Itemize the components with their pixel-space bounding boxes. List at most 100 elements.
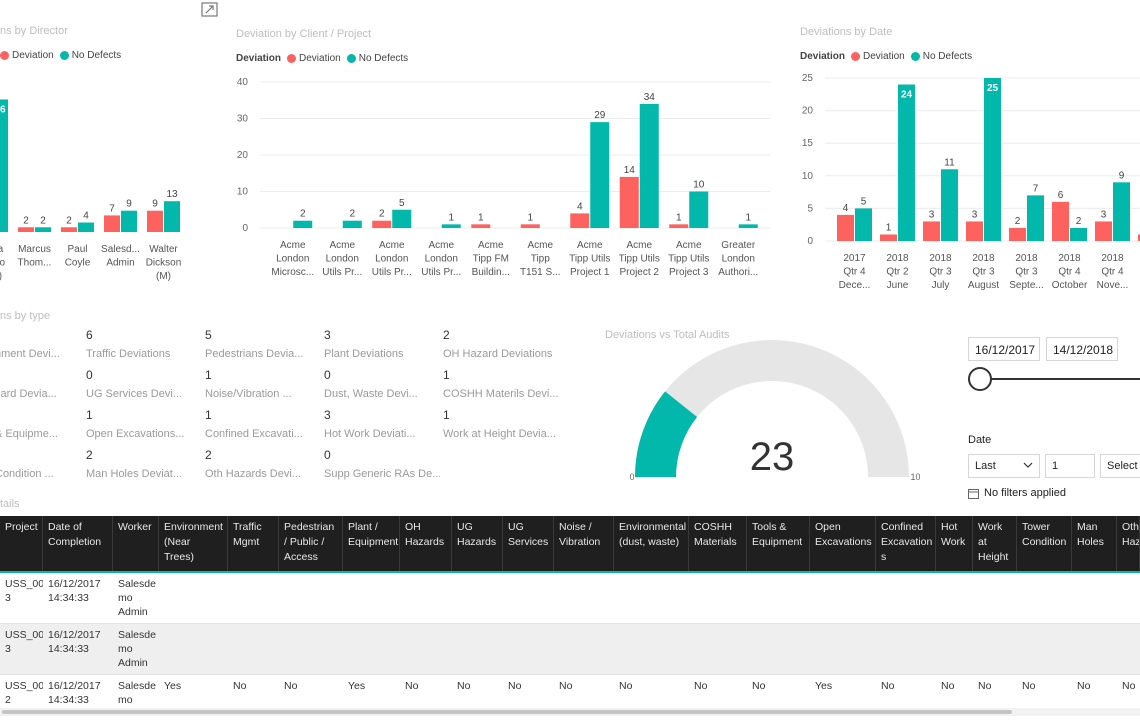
column-header[interactable]: Environmental (dust, waste): [614, 516, 689, 572]
column-header[interactable]: Environment (Near Trees): [159, 516, 228, 572]
column-header[interactable]: OH Hazards: [400, 516, 452, 572]
bar-no-defects[interactable]: [639, 103, 659, 228]
bar-deviation[interactable]: [104, 215, 120, 232]
bar-deviation[interactable]: [619, 176, 639, 228]
column-header[interactable]: Plant / Equipment: [343, 516, 400, 572]
horizontal-scrollbar[interactable]: [0, 708, 1140, 716]
bar-no-defects[interactable]: [738, 224, 758, 228]
column-header[interactable]: Open Excavations: [810, 516, 876, 572]
bar-deviation[interactable]: [1138, 234, 1140, 241]
table-row[interactable]: USS_00 2 16/12/2017 14:34:33 Salesde mo Yes…: [0, 675, 1140, 708]
bar-no-defects[interactable]: [984, 78, 1001, 241]
x-tick-label: Buildin...: [472, 267, 510, 278]
bar-no-defects[interactable]: [855, 208, 872, 241]
table-row[interactable]: USS_00 3 16/12/2017 14:34:33 Salesde mo Ad…: [0, 573, 1140, 624]
date-bar-chart[interactable]: 0 5 10 15 20 25 4 5 2017 Qtr 4 Dece... 1 24 2018 Qtr 2…: [795, 70, 1140, 300]
column-header[interactable]: Traffic Mgmt: [228, 516, 279, 572]
column-header[interactable]: Project: [0, 516, 43, 572]
x-tick-label: October: [1052, 280, 1088, 291]
column-header[interactable]: Tools & Equipment: [747, 516, 810, 572]
bar-no-defects[interactable]: [342, 220, 362, 228]
relative-unit-dropdown[interactable]: Select: [1100, 454, 1140, 478]
data-label: 1: [478, 212, 484, 223]
bar-deviation[interactable]: [669, 224, 689, 228]
column-header[interactable]: Tower Condition: [1017, 516, 1072, 572]
column-header[interactable]: Oth Haz: [1117, 516, 1140, 572]
date-range-track[interactable]: [980, 378, 1140, 380]
column-header[interactable]: Hot Work: [936, 516, 973, 572]
type-label: nment Devi...: [0, 348, 60, 360]
bar-no-defects[interactable]: [689, 191, 709, 229]
bar-deviation[interactable]: [880, 234, 897, 241]
client-bar-chart[interactable]: 0 10 20 30 40 2 Acme London Microsc... 2 Acme Londo…: [230, 70, 770, 300]
column-header[interactable]: Man Holes: [1072, 516, 1117, 572]
x-tick-label: Qtr 3: [929, 267, 952, 278]
bar-no-defects[interactable]: [441, 224, 461, 228]
column-header[interactable]: Pedestrian / Public / Access: [279, 516, 343, 572]
column-header[interactable]: COSHH Materials: [689, 516, 747, 572]
director-legend: Deviation No Defects: [0, 50, 127, 61]
column-header[interactable]: UG Hazards: [452, 516, 503, 572]
x-tick-label: Qtr 2: [886, 267, 909, 278]
end-date-input[interactable]: 14/12/2018: [1046, 337, 1118, 361]
gauge-max: 107: [910, 472, 920, 482]
start-date-input[interactable]: 16/12/2017: [968, 337, 1040, 361]
y-tick-label: 0: [242, 223, 248, 234]
bar-deviation[interactable]: [570, 213, 590, 228]
bar-deviation[interactable]: [1009, 227, 1026, 241]
bar-no-defects[interactable]: [590, 122, 610, 228]
table-cell: [614, 624, 689, 675]
column-header[interactable]: Noise / Vibration: [554, 516, 614, 572]
bar-deviation[interactable]: [372, 220, 392, 228]
type-label: Confined Excavati...: [205, 428, 303, 440]
column-header[interactable]: Date of Completion: [43, 516, 113, 572]
x-tick-label: 2018: [1058, 253, 1081, 264]
x-tick-label: Utils Pr...: [372, 267, 412, 278]
column-header[interactable]: Worker: [113, 516, 159, 572]
bar-deviation[interactable]: [147, 210, 163, 232]
bar-no-defects[interactable]: [1027, 195, 1044, 241]
x-tick-label: Qtr 4: [843, 267, 866, 278]
bar-deviation[interactable]: [520, 224, 540, 228]
column-header[interactable]: Work at Height: [973, 516, 1017, 572]
table-cell: [810, 573, 876, 624]
bar-no-defects[interactable]: [1113, 182, 1130, 241]
table-cell: No: [233, 680, 247, 692]
bar-no-defects[interactable]: [293, 220, 313, 228]
bar-deviation[interactable]: [923, 221, 940, 241]
data-label: 2: [66, 215, 72, 226]
table-row[interactable]: USS_00 3 16/12/2017 14:34:33 Salesde mo Ad…: [0, 624, 1140, 675]
deviations-gauge[interactable]: 23 0 107: [620, 340, 920, 485]
type-label: zard Devia...: [0, 388, 57, 400]
bar-deviation[interactable]: [837, 214, 854, 241]
bar-no-defects[interactable]: [0, 99, 8, 232]
data-label: 10: [693, 180, 705, 191]
bar-deviation[interactable]: [61, 227, 77, 232]
bar-no-defects[interactable]: [941, 169, 958, 241]
type-label: Plant Deviations: [324, 348, 404, 360]
bar-no-defects[interactable]: [898, 84, 915, 241]
bar-deviation[interactable]: [1052, 201, 1069, 241]
bar-deviation[interactable]: [471, 224, 491, 228]
focus-mode-icon[interactable]: [201, 2, 219, 18]
type-count: 1: [443, 368, 450, 382]
bar-no-defects[interactable]: [121, 210, 137, 232]
bar-no-defects[interactable]: [1070, 227, 1087, 241]
bar-deviation[interactable]: [1095, 221, 1112, 241]
bar-deviation[interactable]: [966, 221, 983, 241]
scrollbar-thumb[interactable]: [2, 710, 1012, 714]
x-tick-label: Acme: [478, 240, 504, 251]
column-header[interactable]: UG Services: [503, 516, 554, 572]
bar-no-defects[interactable]: [35, 227, 51, 232]
column-header[interactable]: Confined Excavation s: [876, 516, 936, 572]
bar-deviation[interactable]: [18, 227, 34, 232]
director-bar-chart[interactable]: 356BorjaozanoE/M)22MarcusThom...24PaulCo…: [0, 70, 222, 300]
bar-no-defects[interactable]: [392, 209, 412, 228]
relative-amount-input[interactable]: 1: [1045, 454, 1095, 478]
table-cell: USS_00 3: [5, 578, 43, 604]
bar-no-defects[interactable]: [78, 222, 94, 232]
relative-period-dropdown[interactable]: Last: [968, 454, 1040, 478]
date-range-handle-start[interactable]: [968, 367, 992, 391]
bar-no-defects[interactable]: [164, 201, 180, 232]
x-tick-label: 2018: [929, 253, 952, 264]
